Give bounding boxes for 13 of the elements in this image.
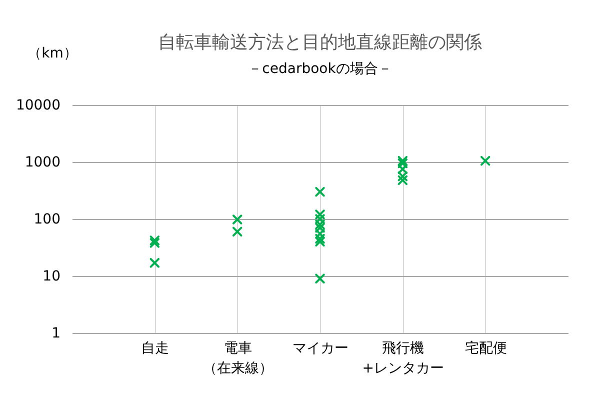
y-tick-label: 1000: [24, 154, 60, 170]
y-tick-label: 1: [52, 326, 60, 342]
y-axis-title: （km）: [28, 46, 78, 62]
y-tick-label: 10: [42, 268, 60, 284]
chart-subtitle: －cedarbookの場合－: [248, 61, 392, 77]
x-tick-label: 電車（在来線）: [202, 340, 273, 376]
x-tick-label: 宅配便: [464, 340, 507, 356]
y-tick-label: 10000: [16, 98, 60, 114]
y-tick-label: 100: [34, 212, 60, 228]
chart-title: 自転車輸送方法と目的地直線距離の関係: [158, 32, 482, 53]
x-tick-label: マイカー: [292, 340, 348, 356]
x-tick-label: 自走: [141, 340, 170, 356]
x-tick-label: 飛行機+レンタカー: [362, 340, 444, 376]
